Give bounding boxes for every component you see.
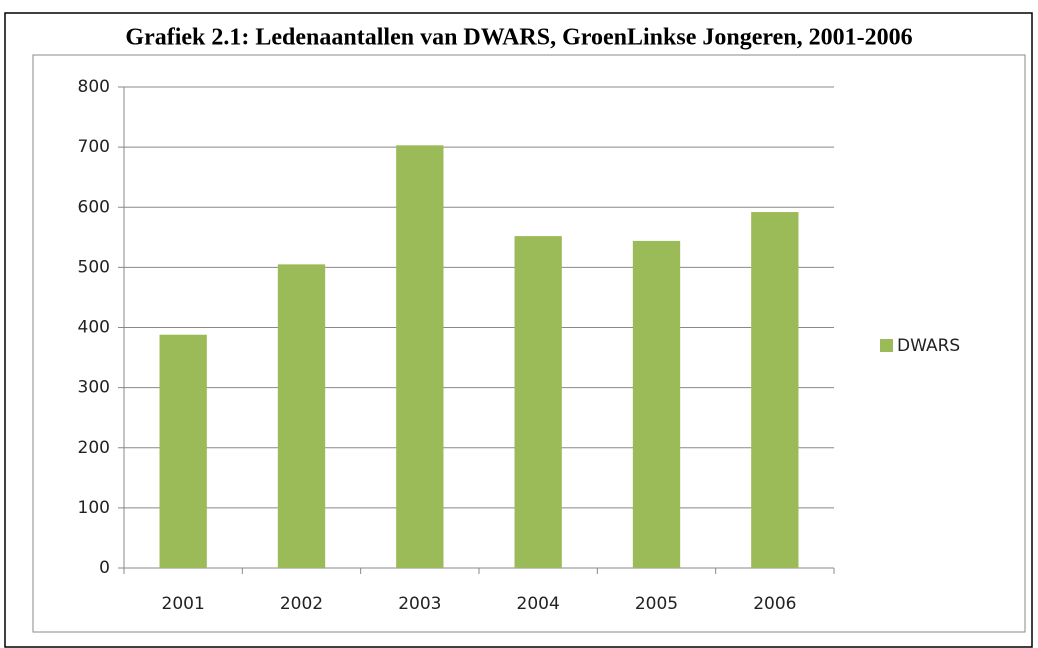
y-tick-label: 100 [78,498,110,518]
bar [396,145,444,569]
bar [277,264,326,568]
x-tick-label: 2001 [162,594,205,614]
legend-label: DWARS [897,336,960,356]
x-tick-label: 2004 [517,594,560,614]
bar [159,334,207,568]
y-tick-label: 300 [78,378,110,398]
x-tick-label: 2002 [280,594,323,614]
x-tick-label: 2005 [635,594,678,614]
bar [514,236,562,569]
y-tick-label: 0 [99,558,110,578]
y-tick-label: 700 [78,137,110,157]
y-tick-label: 500 [78,257,110,277]
chart-title: Grafiek 2.1: Ledenaantallen van DWARS, G… [125,25,912,51]
y-tick-label: 600 [78,197,110,217]
y-tick-label: 200 [78,438,110,458]
legend-swatch [880,339,893,352]
bar [751,212,799,568]
x-tick-label: 2003 [398,594,441,614]
bar [632,240,681,569]
y-tick-label: 800 [78,77,110,97]
x-tick-label: 2006 [753,594,796,614]
y-tick-label: 400 [78,318,110,338]
